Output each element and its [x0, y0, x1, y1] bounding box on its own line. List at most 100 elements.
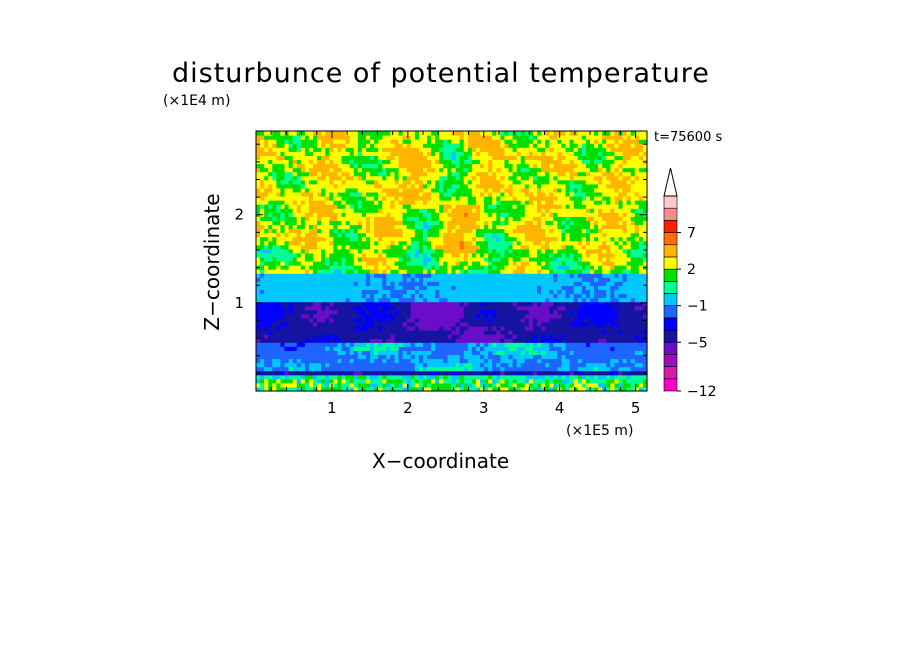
heatmap-cell: [418, 183, 424, 189]
heatmap-cell: [431, 183, 436, 189]
heatmap-cell: [528, 313, 534, 319]
heatmap-cell: [264, 212, 269, 217]
heatmap-cell: [268, 297, 273, 303]
heatmap-cell: [353, 386, 359, 392]
heatmap-cell: [394, 196, 400, 201]
heatmap-cell: [475, 187, 481, 193]
heatmap-cell: [532, 187, 538, 193]
heatmap-cell: [475, 362, 481, 368]
heatmap-cell: [260, 297, 265, 303]
heatmap-cell: [321, 200, 326, 205]
heatmap-cell: [313, 171, 318, 177]
heatmap-cell: [406, 191, 412, 197]
heatmap-cell: [317, 386, 322, 392]
heatmap-cell: [398, 248, 404, 254]
heatmap-cell: [390, 183, 396, 189]
heatmap-cell: [357, 179, 363, 185]
heatmap-cell: [455, 236, 461, 242]
heatmap-cell: [349, 179, 355, 185]
heatmap-cell: [345, 175, 351, 181]
heatmap-cell: [321, 224, 326, 230]
heatmap-cell: [288, 374, 294, 380]
heatmap-cell: [268, 200, 273, 205]
heatmap-cell: [463, 366, 469, 372]
heatmap-cell: [288, 297, 294, 303]
heatmap-cell: [427, 183, 432, 189]
heatmap-cell: [357, 305, 363, 311]
heatmap-cell: [451, 171, 457, 177]
heatmap-cell: [422, 212, 428, 217]
heatmap-cell: [512, 236, 518, 242]
heatmap-cell: [532, 334, 538, 339]
heatmap-cell: [435, 208, 440, 213]
heatmap-cell: [329, 289, 334, 295]
heatmap-cell: [410, 175, 416, 181]
heatmap-cell: [390, 163, 396, 169]
heatmap-cell: [394, 248, 400, 254]
heatmap-cell: [321, 346, 326, 351]
heatmap-cell: [353, 139, 359, 144]
heatmap-cell: [264, 256, 269, 262]
heatmap-cell: [300, 216, 306, 221]
heatmap-cell: [353, 155, 359, 161]
heatmap-cell: [333, 317, 339, 323]
heatmap-cell: [386, 200, 392, 205]
heatmap-cell: [427, 212, 432, 217]
heatmap-cell: [272, 159, 277, 165]
heatmap-cell: [537, 309, 542, 315]
heatmap-cell: [390, 313, 396, 319]
heatmap-cell: [292, 147, 298, 152]
heatmap-cell: [532, 317, 538, 323]
heatmap-cell: [394, 147, 400, 152]
heatmap-cell: [357, 366, 363, 372]
heatmap-cell: [300, 147, 306, 152]
heatmap-cell: [541, 175, 546, 181]
heatmap-cell: [520, 143, 526, 148]
heatmap-cell: [427, 167, 432, 173]
heatmap-cell: [382, 281, 387, 286]
heatmap-cell: [431, 317, 436, 323]
heatmap-cell: [398, 309, 404, 315]
heatmap-cell: [317, 228, 322, 234]
heatmap-cell: [398, 386, 404, 392]
heatmap-cell: [480, 183, 485, 189]
heatmap-cell: [337, 281, 343, 286]
y-axis-unit: (×1E4 m): [163, 93, 231, 109]
heatmap-cell: [345, 139, 351, 144]
heatmap-cell: [484, 212, 489, 217]
heatmap-cell: [569, 228, 575, 234]
heatmap-cell: [557, 151, 563, 156]
heatmap-cell: [390, 139, 396, 144]
heatmap-cell: [304, 273, 310, 278]
heatmap-cell: [374, 187, 379, 193]
heatmap-cell: [492, 386, 497, 392]
heatmap-cell: [565, 187, 571, 193]
heatmap-cell: [276, 224, 282, 230]
heatmap-cell: [398, 285, 404, 291]
heatmap-cell: [471, 261, 477, 266]
heatmap-cell: [361, 208, 367, 213]
heatmap-cell: [565, 305, 571, 311]
heatmap-cell: [394, 163, 400, 169]
heatmap-cell: [365, 281, 371, 286]
heatmap-cell: [333, 374, 339, 380]
heatmap-cell: [390, 220, 396, 226]
heatmap-cell: [329, 244, 334, 250]
heatmap-cell: [414, 191, 420, 197]
heatmap-cell: [272, 281, 277, 286]
heatmap-cell: [549, 354, 554, 360]
heatmap-cell: [361, 366, 367, 372]
heatmap-cell: [565, 240, 571, 246]
heatmap-cell: [512, 212, 518, 217]
heatmap-cell: [325, 159, 330, 165]
heatmap-cell: [492, 321, 497, 327]
heatmap-cell: [553, 317, 558, 323]
heatmap-cell: [260, 334, 265, 339]
heatmap-cell: [382, 370, 387, 376]
heatmap-cell: [414, 358, 420, 364]
heatmap-cell: [321, 313, 326, 319]
heatmap-cell: [516, 236, 522, 242]
heatmap-cell: [280, 204, 286, 209]
heatmap-cell: [256, 139, 261, 144]
heatmap-cell: [488, 244, 493, 250]
